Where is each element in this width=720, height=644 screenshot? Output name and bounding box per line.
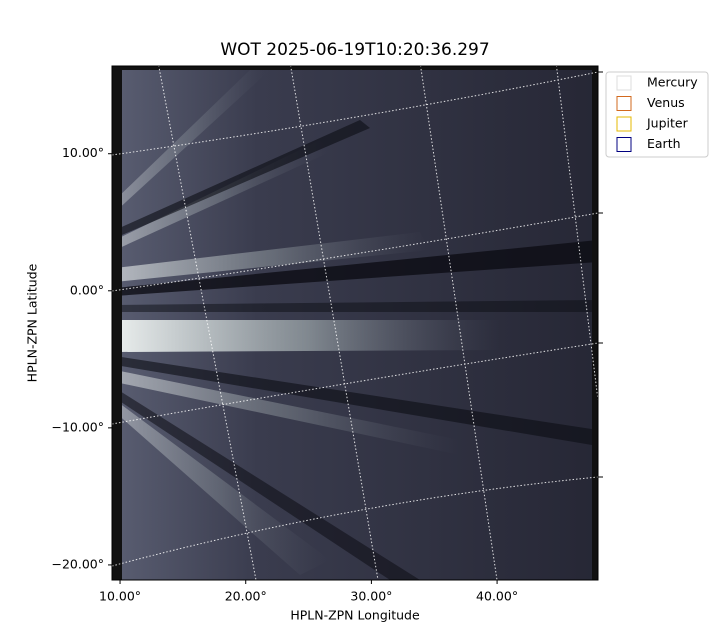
plot-frame	[111, 65, 599, 581]
y-tick-label: 10.00°	[62, 145, 104, 160]
chart-title: WOT 2025-06-19T10:20:36.297	[220, 40, 489, 60]
legend-label: Jupiter	[646, 116, 689, 131]
image	[112, 66, 598, 580]
x-tick-label: 40.00°	[476, 589, 518, 604]
y-tick-label: −20.00°	[51, 556, 104, 571]
x-axis-label: HPLN-ZPN Longitude	[290, 608, 420, 623]
legend-label: Earth	[647, 136, 681, 151]
x-tick-label: 30.00°	[350, 589, 392, 604]
legend-swatch	[616, 96, 632, 111]
coordinate-grid	[112, 66, 598, 580]
right-ticks	[598, 71, 603, 478]
legend-box	[605, 71, 709, 158]
y-axis-label: HPLN-ZPN Latitude	[25, 263, 40, 382]
legend-label: Mercury	[647, 75, 698, 90]
legend	[605, 71, 709, 158]
x-tick-label: 20.00°	[225, 589, 267, 604]
y-tick-label: 0.00°	[70, 282, 104, 297]
y-tick-label: −10.00°	[51, 419, 104, 434]
legend-swatch	[616, 137, 632, 152]
legend-swatch	[616, 75, 632, 91]
x-tick-label: 10.00°	[99, 589, 141, 604]
legend-label: Venus	[647, 95, 685, 110]
legend-swatch	[616, 116, 632, 132]
